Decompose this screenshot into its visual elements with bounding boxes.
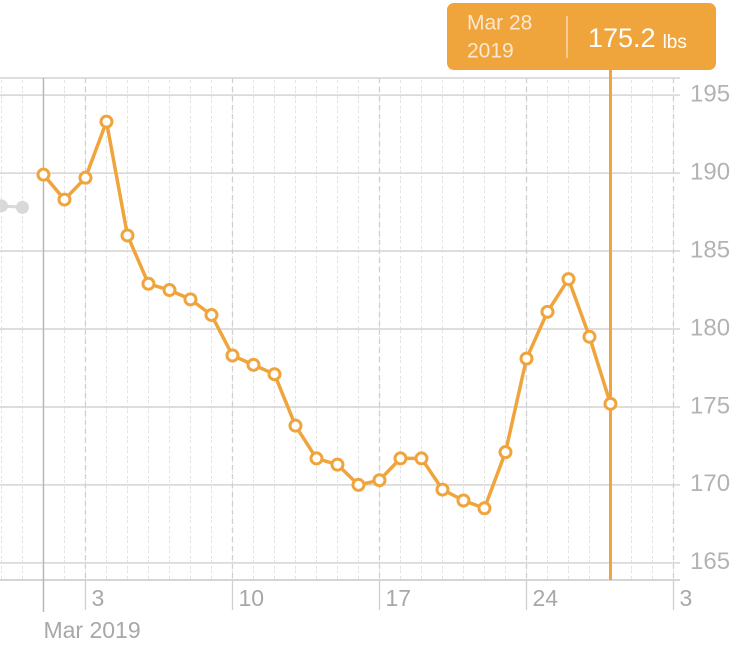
x-tick-label: 24 <box>532 585 558 611</box>
point <box>372 473 387 488</box>
point <box>582 329 597 344</box>
point <box>540 304 555 319</box>
plot: 165 170 175 180 185 190 195 3 10 17 24 3 Mar 2019 Mar… <box>0 3 730 643</box>
point <box>225 348 240 363</box>
y-tick-label: 175 <box>690 392 730 419</box>
point <box>204 307 219 322</box>
x-tick-label: 10 <box>238 585 264 611</box>
tooltip-year: 2019 <box>467 40 514 63</box>
y-tick-label: 195 <box>690 80 730 107</box>
previous-point <box>0 199 8 213</box>
point <box>288 418 303 433</box>
point <box>141 276 156 291</box>
point <box>330 457 345 472</box>
point <box>99 114 114 129</box>
point <box>393 451 408 466</box>
line <box>42 119 613 511</box>
x-tick-label: 3 <box>91 585 104 611</box>
y-tick-label: 190 <box>690 158 730 185</box>
y-tick-label: 170 <box>690 470 730 497</box>
point <box>162 283 177 298</box>
y-tick-label: 185 <box>690 236 730 263</box>
point <box>36 167 51 182</box>
point <box>477 501 492 516</box>
tooltip: Mar 28 2019 175.2 lbs <box>447 3 716 70</box>
point <box>78 170 93 185</box>
month-label: Mar 2019 <box>43 617 140 643</box>
tooltip-box <box>447 3 716 70</box>
tooltip-value: 175.2 <box>588 23 656 53</box>
point <box>351 477 366 492</box>
tooltip-unit: lbs <box>663 32 687 53</box>
point <box>309 451 324 466</box>
point <box>603 396 618 411</box>
point <box>120 228 135 243</box>
tooltip-date: Mar 28 <box>467 12 532 35</box>
point <box>246 357 261 372</box>
y-tick-label: 165 <box>690 548 730 575</box>
point <box>456 493 471 508</box>
point <box>414 451 429 466</box>
previous-point <box>15 200 29 214</box>
point <box>498 445 513 460</box>
point <box>435 482 450 497</box>
y-tick-label: 180 <box>690 314 730 341</box>
point <box>57 192 72 207</box>
point <box>519 351 534 366</box>
point <box>267 367 282 382</box>
point <box>561 272 576 287</box>
x-tick-label: 17 <box>385 585 411 611</box>
x-tick-label: 3 <box>679 585 692 611</box>
point <box>183 292 198 307</box>
